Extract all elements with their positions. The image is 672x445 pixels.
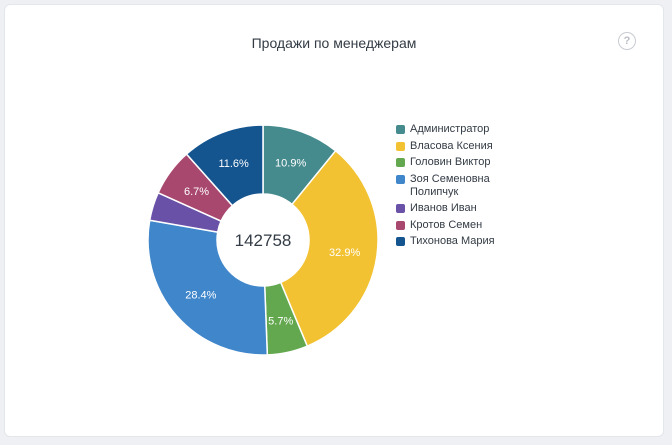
legend-swatch: [396, 125, 405, 134]
legend-label: Кротов Семен: [410, 218, 483, 231]
legend-swatch: [396, 220, 405, 230]
legend-swatch: [396, 237, 405, 246]
legend-swatch: [396, 204, 405, 213]
legend-item[interactable]: Власова Ксения: [396, 140, 520, 153]
legend-swatch: [396, 158, 405, 167]
legend-swatch: [396, 141, 405, 151]
legend-item[interactable]: Кротов Семен: [396, 219, 520, 232]
legend-label: Власова Ксения: [410, 139, 493, 152]
slice-label: 6.7%: [184, 186, 209, 198]
slice-labels: 10.9% 32.9% 5.7% 28.4% 6.7% 11.6%: [184, 157, 360, 327]
chart-legend: Администратор Власова Ксения Головин Викто…: [396, 123, 520, 252]
legend-label: Администратор: [410, 123, 490, 135]
legend-label: Тихонова Мария: [410, 235, 495, 247]
slice-label: 32.9%: [329, 247, 360, 259]
slice-label: 11.6%: [218, 158, 249, 170]
chart-title: Продажи по менеджерам: [251, 35, 417, 51]
slice-label: 10.9%: [275, 157, 306, 169]
slice-label: 5.7%: [268, 316, 293, 328]
donut-slices: [147, 124, 379, 356]
legend-item[interactable]: Иванов Иван: [396, 202, 520, 215]
legend-label: Головин Виктор: [410, 156, 491, 168]
donut-hole: [217, 194, 309, 286]
legend-label: Зоя Семеновна Полипчук: [410, 172, 490, 198]
legend-item[interactable]: Головин Виктор: [396, 156, 520, 169]
legend-item[interactable]: Зоя Семеновна Полипчук: [396, 173, 520, 199]
legend-item[interactable]: Тихонова Мария: [396, 235, 520, 248]
help-icon[interactable]: ?: [618, 32, 636, 50]
legend-label: Иванов Иван: [410, 202, 477, 214]
slice-label: 28.4%: [185, 289, 216, 301]
center-total: 142758: [235, 231, 292, 250]
legend-swatch: [396, 174, 405, 184]
legend-item[interactable]: Администратор: [396, 123, 520, 136]
